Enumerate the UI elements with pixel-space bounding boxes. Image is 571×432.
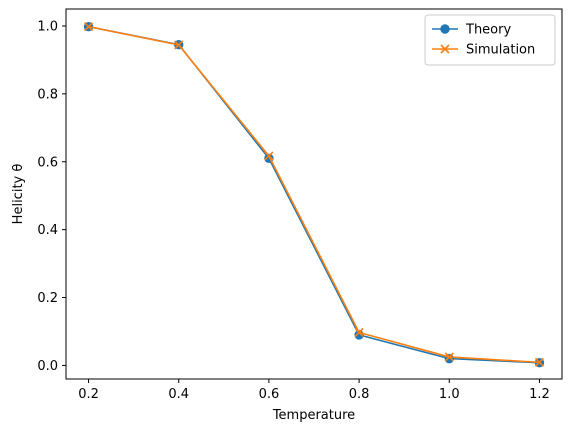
- series-simulation: [83, 22, 545, 367]
- x-axis-ticks: 0.2 0.4 0.6 0.8 1.0 1.2: [78, 379, 550, 402]
- data-point: [354, 327, 364, 338]
- legend-item: Simulation: [432, 43, 535, 58]
- legend-marker: [440, 24, 450, 34]
- y-tick-label: 0.6: [37, 155, 58, 170]
- x-tick-label: 0.2: [78, 387, 99, 402]
- y-axis-label: Helicity θ: [11, 164, 26, 225]
- data-point: [444, 352, 454, 362]
- legend: Theory Simulation: [424, 14, 556, 66]
- legend-marker: [440, 44, 450, 54]
- y-tick-label: 0.2: [37, 291, 58, 306]
- series-line: [88, 25, 540, 364]
- series-theory: [83, 21, 545, 368]
- y-axis-ticks: 0.0 0.2 0.4 0.6 0.8 1.0: [37, 19, 66, 374]
- y-tick-label: 0.8: [37, 87, 58, 102]
- x-axis-label: Temperature: [272, 408, 355, 423]
- x-tick-label: 0.4: [168, 387, 189, 402]
- x-tick-label: 0.8: [349, 387, 370, 402]
- plot-area-frame: [65, 8, 563, 380]
- legend-label: Simulation: [466, 43, 535, 58]
- legend-item: Theory: [432, 23, 511, 38]
- legend-label: Theory: [465, 23, 511, 38]
- y-tick-label: 0.4: [37, 223, 58, 238]
- y-tick-label: 1.0: [37, 19, 58, 34]
- series-layer: [83, 21, 545, 368]
- data-point: [174, 40, 184, 50]
- data-point: [264, 151, 274, 161]
- data-point: [83, 22, 94, 32]
- x-tick-label: 0.6: [259, 387, 280, 402]
- x-tick-label: 1.0: [439, 387, 460, 402]
- series-line: [88, 25, 540, 364]
- data-point: [534, 357, 545, 367]
- legend-frame: [424, 14, 556, 66]
- x-tick-label: 1.2: [529, 387, 550, 402]
- y-tick-label: 0.0: [37, 359, 58, 374]
